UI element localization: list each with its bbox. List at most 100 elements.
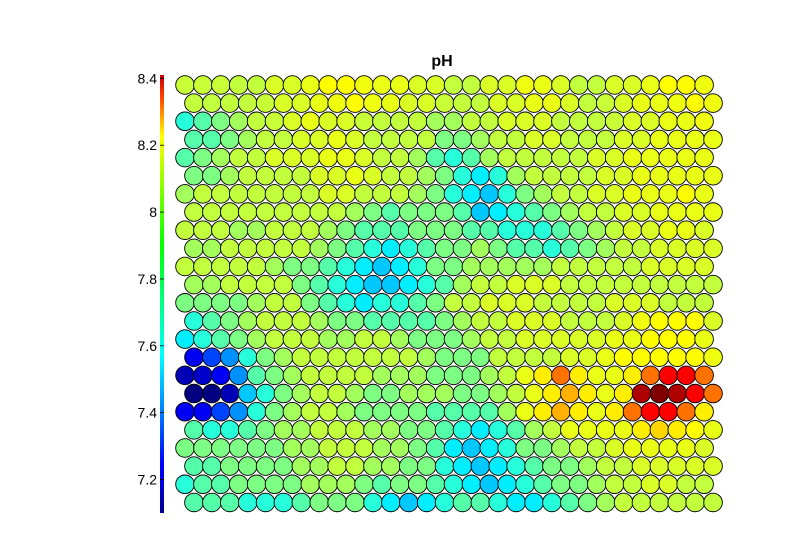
som-cell <box>425 365 446 386</box>
som-cell <box>452 165 473 186</box>
som-cell <box>246 329 267 349</box>
som-cell <box>649 347 670 368</box>
som-cell <box>264 184 285 204</box>
som-cell <box>175 401 195 422</box>
som-cell <box>461 401 482 422</box>
som-cell <box>542 347 562 368</box>
som-cell <box>569 365 589 386</box>
som-cell <box>586 438 607 458</box>
som-cell <box>604 111 625 132</box>
som-cell <box>533 184 553 204</box>
som-cell <box>425 401 446 422</box>
som-cell <box>703 93 723 113</box>
som-cell <box>219 274 240 295</box>
som-cell <box>327 93 347 113</box>
som-cell <box>604 75 625 95</box>
som-cell <box>586 184 607 204</box>
som-cell <box>604 438 625 458</box>
som-cell <box>255 492 276 513</box>
som-cell <box>184 202 204 222</box>
som-cell <box>667 129 688 150</box>
som-cell <box>354 365 374 386</box>
som-cell <box>694 256 714 277</box>
som-cell <box>569 256 589 277</box>
som-cell <box>193 293 213 313</box>
som-cell <box>372 401 392 422</box>
som-cell <box>551 365 571 386</box>
som-cell <box>595 383 616 404</box>
som-cell <box>381 274 401 295</box>
som-cell <box>425 184 446 204</box>
som-cell <box>381 93 401 113</box>
som-cell <box>193 111 213 132</box>
som-cell <box>452 492 473 513</box>
som-cell <box>497 438 517 458</box>
som-cell <box>255 347 276 368</box>
som-cell <box>273 238 294 259</box>
som-cell <box>300 111 321 132</box>
som-cell <box>327 274 347 295</box>
som-cell <box>175 329 195 349</box>
som-cell <box>461 329 482 349</box>
som-cell <box>318 365 338 386</box>
som-cell <box>676 256 696 277</box>
colorbar-tick-label: 7.8 <box>138 271 158 287</box>
som-cell <box>667 383 688 404</box>
som-cell <box>578 311 598 331</box>
som-cell <box>309 274 330 295</box>
som-cell <box>309 202 330 222</box>
som-cell <box>327 492 347 513</box>
som-cell <box>452 274 473 295</box>
som-cell <box>604 220 625 240</box>
som-cell <box>336 256 356 277</box>
som-cell <box>667 347 688 368</box>
som-cell <box>703 129 723 150</box>
colorbar-tick-label: 7.2 <box>138 472 158 488</box>
hexagonal-som-grid <box>175 75 723 513</box>
som-cell <box>300 256 321 277</box>
som-cell <box>703 311 723 331</box>
som-cell <box>282 474 303 495</box>
som-cell <box>586 365 607 386</box>
som-cell <box>452 456 473 476</box>
som-cell <box>202 492 222 513</box>
som-cell <box>372 75 392 95</box>
som-cell <box>336 147 356 168</box>
som-cell <box>506 383 526 404</box>
som-cell <box>667 311 688 331</box>
som-cell <box>282 438 303 458</box>
som-cell <box>595 274 616 295</box>
som-cell <box>399 492 419 513</box>
som-cell <box>461 365 482 386</box>
som-cell <box>237 274 258 295</box>
som-cell <box>309 311 330 331</box>
som-cell <box>381 165 401 186</box>
som-cell <box>255 202 276 222</box>
som-cell <box>560 202 580 222</box>
som-cell <box>649 492 670 513</box>
som-cell <box>560 420 580 440</box>
som-cell <box>631 202 652 222</box>
som-cell <box>658 75 679 95</box>
som-cell <box>461 256 482 277</box>
som-cell <box>318 474 338 495</box>
som-cell <box>631 93 652 113</box>
som-cell <box>273 347 294 368</box>
som-cell <box>336 438 356 458</box>
som-cell <box>309 165 330 186</box>
som-cell <box>390 184 410 204</box>
som-cell <box>533 256 553 277</box>
som-cell <box>515 220 535 240</box>
som-cell <box>399 311 419 331</box>
som-cell <box>309 420 330 440</box>
som-cell <box>255 383 276 404</box>
som-cell <box>336 474 356 495</box>
som-cell <box>622 329 643 349</box>
som-cell <box>255 165 276 186</box>
som-cell <box>184 347 204 368</box>
som-cell <box>595 202 616 222</box>
som-cell <box>219 93 240 113</box>
som-cell <box>488 93 509 113</box>
som-cell <box>416 492 437 513</box>
som-cell <box>685 165 705 186</box>
